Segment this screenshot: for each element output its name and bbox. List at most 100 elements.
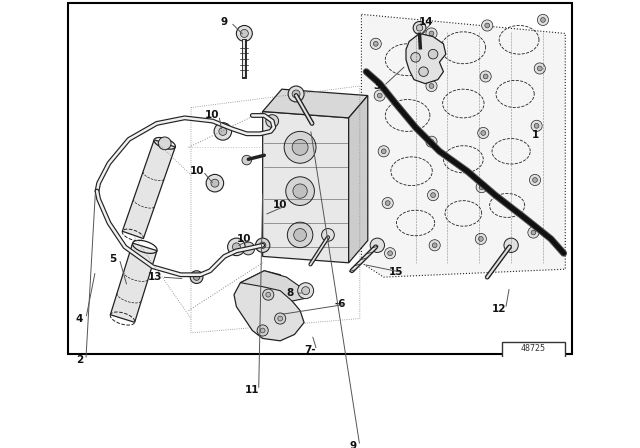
Circle shape (477, 127, 489, 138)
Text: 2: 2 (76, 355, 83, 365)
Circle shape (382, 198, 393, 209)
Circle shape (206, 174, 223, 192)
Circle shape (260, 328, 265, 333)
Circle shape (428, 190, 438, 201)
Circle shape (531, 230, 536, 235)
Circle shape (214, 123, 232, 140)
Circle shape (429, 84, 434, 88)
Circle shape (288, 86, 304, 102)
Text: 11: 11 (245, 385, 260, 395)
Text: 10: 10 (273, 200, 287, 211)
Circle shape (538, 14, 548, 26)
Circle shape (292, 139, 308, 155)
Text: 4: 4 (76, 314, 83, 323)
Circle shape (321, 228, 334, 241)
Text: 10: 10 (237, 234, 252, 244)
Polygon shape (122, 140, 175, 239)
Circle shape (293, 184, 307, 198)
Circle shape (266, 115, 278, 127)
Circle shape (190, 271, 203, 284)
Circle shape (262, 289, 274, 300)
Text: 5: 5 (109, 254, 116, 264)
Circle shape (504, 238, 518, 252)
Circle shape (531, 120, 542, 131)
Circle shape (388, 251, 392, 256)
Circle shape (429, 240, 440, 251)
Text: 1: 1 (531, 130, 539, 140)
Text: 9: 9 (221, 17, 228, 27)
Circle shape (426, 81, 437, 91)
Circle shape (385, 201, 390, 206)
Circle shape (370, 38, 381, 49)
Circle shape (275, 313, 285, 324)
Circle shape (528, 227, 539, 238)
Text: 3: 3 (374, 81, 381, 91)
Polygon shape (241, 271, 304, 301)
Circle shape (534, 63, 545, 74)
Circle shape (541, 17, 545, 22)
Circle shape (219, 127, 227, 135)
Circle shape (538, 66, 542, 71)
Circle shape (381, 149, 386, 154)
Circle shape (242, 155, 252, 165)
Circle shape (284, 131, 316, 163)
Circle shape (378, 93, 382, 98)
Circle shape (426, 136, 437, 147)
Polygon shape (110, 243, 157, 322)
Circle shape (417, 25, 423, 31)
Polygon shape (262, 89, 368, 118)
Circle shape (158, 137, 171, 150)
Circle shape (432, 243, 437, 248)
Circle shape (426, 28, 437, 39)
Polygon shape (234, 271, 304, 341)
Circle shape (373, 41, 378, 46)
Circle shape (211, 179, 219, 187)
Text: 9: 9 (350, 441, 357, 448)
Circle shape (370, 238, 385, 252)
Text: 10: 10 (189, 166, 204, 176)
Text: 12: 12 (492, 304, 506, 314)
Circle shape (285, 177, 314, 206)
Circle shape (374, 90, 385, 101)
Bar (502, 342, 565, 384)
Circle shape (413, 22, 426, 34)
Polygon shape (362, 14, 565, 277)
Circle shape (257, 325, 268, 336)
Circle shape (232, 243, 241, 251)
Text: 48725: 48725 (521, 345, 546, 353)
Circle shape (378, 146, 389, 157)
Circle shape (287, 222, 313, 248)
Polygon shape (406, 34, 446, 84)
Polygon shape (349, 95, 368, 263)
Circle shape (485, 23, 490, 28)
Circle shape (298, 283, 314, 299)
Circle shape (476, 233, 486, 245)
Circle shape (294, 228, 307, 241)
Circle shape (292, 90, 300, 98)
Text: 14: 14 (419, 17, 433, 27)
Text: 10: 10 (205, 111, 220, 121)
Polygon shape (508, 362, 540, 381)
Circle shape (429, 31, 434, 36)
Circle shape (481, 131, 486, 135)
Text: -6: -6 (334, 299, 346, 309)
Circle shape (411, 52, 420, 62)
Circle shape (476, 181, 487, 193)
Circle shape (255, 238, 270, 252)
Circle shape (429, 139, 434, 144)
Circle shape (241, 30, 248, 38)
Text: 8: 8 (286, 288, 293, 298)
Circle shape (278, 316, 283, 321)
Polygon shape (262, 112, 349, 263)
Circle shape (482, 20, 493, 31)
Circle shape (431, 193, 435, 198)
Circle shape (479, 237, 483, 241)
Circle shape (534, 124, 539, 128)
Circle shape (479, 185, 484, 190)
Circle shape (259, 242, 266, 249)
Text: 13: 13 (148, 272, 163, 282)
Circle shape (228, 238, 245, 256)
Circle shape (193, 274, 200, 280)
Text: 7-: 7- (305, 345, 316, 355)
Text: 15: 15 (388, 267, 403, 277)
